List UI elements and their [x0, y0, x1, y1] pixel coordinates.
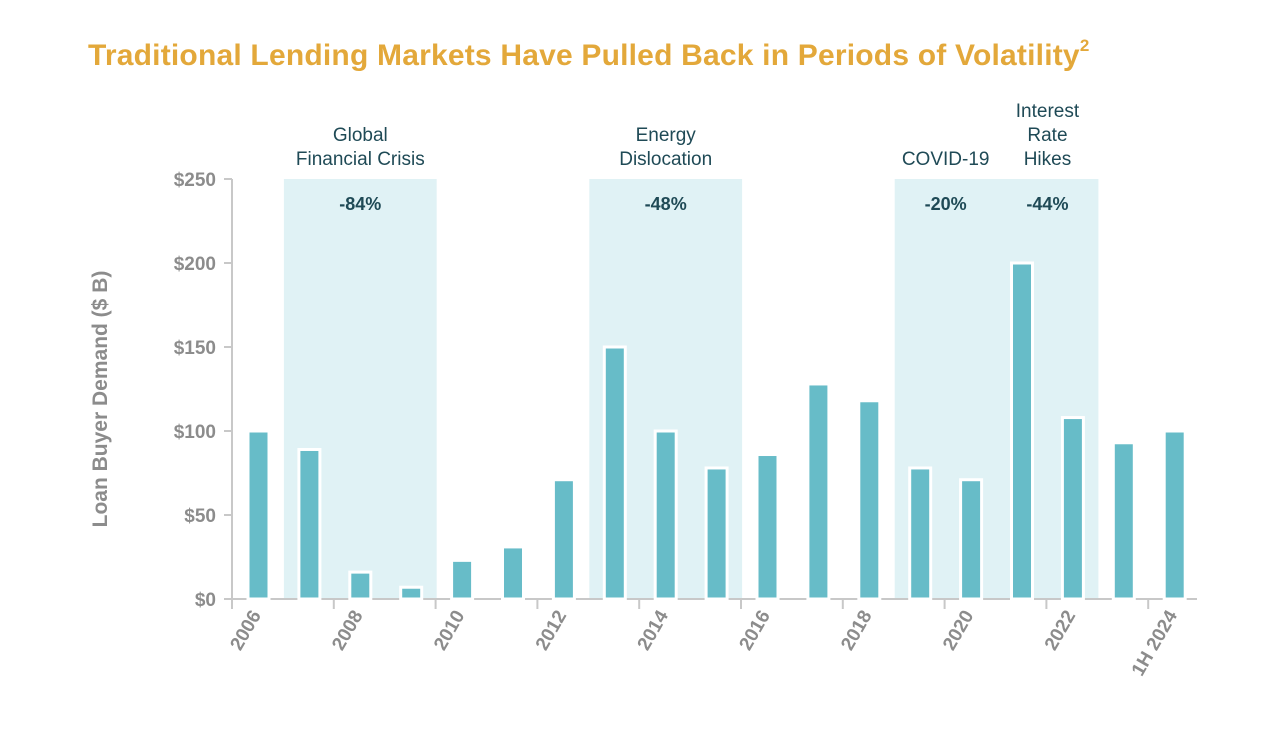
bar-2023: [1111, 441, 1136, 601]
bar-2019: [908, 466, 933, 601]
period-change: -44%: [1026, 194, 1068, 214]
x-tick-label: 2006: [227, 607, 266, 654]
period-label: Financial Crisis: [296, 149, 425, 170]
bar-2009: [399, 585, 424, 601]
period-label: Interest: [1016, 101, 1080, 122]
bar-2020: [959, 478, 984, 601]
bar-2010: [450, 558, 475, 601]
x-tick-label: 2022: [1041, 607, 1080, 654]
period-label: Rate: [1027, 125, 1067, 146]
y-tick-label: $0: [195, 590, 216, 611]
bar-2016: [755, 453, 780, 601]
annotations: Global Financial Crisis -84% Energy Dislocat…: [296, 101, 1080, 214]
period-change: -48%: [645, 194, 687, 214]
bar-1h-2024: [1162, 429, 1187, 601]
x-tick-label: 2016: [736, 607, 775, 654]
bar-2006: [246, 429, 271, 601]
bar-2013: [602, 345, 627, 601]
y-tick-label: $250: [174, 170, 216, 191]
bar-2012: [551, 478, 576, 601]
y-tick-label: $200: [174, 254, 216, 275]
period-label: Hikes: [1024, 149, 1072, 170]
period-label: COVID-19: [902, 149, 990, 170]
x-tick-label: 2010: [430, 607, 469, 654]
bars: [246, 261, 1187, 601]
x-tick-label: 2012: [532, 607, 571, 654]
chart-title: Traditional Lending Markets Have Pulled …: [88, 36, 1089, 73]
bar-2017: [806, 382, 831, 601]
x-tick-label: 2014: [634, 607, 674, 654]
bar-2008: [348, 570, 373, 601]
bar-2018: [857, 399, 882, 601]
chart-title-text: Traditional Lending Markets Have Pulled …: [88, 39, 1080, 72]
title-footnote: 2: [1079, 36, 1090, 55]
y-tick-label: $50: [184, 506, 216, 527]
x-tick-label: 1H 2024: [1128, 607, 1182, 680]
x-tick-label: 2020: [939, 607, 978, 654]
y-tick-label: $100: [174, 422, 216, 443]
bar-2007: [297, 447, 322, 601]
bar-2011: [501, 545, 525, 601]
bar-2022: [1060, 416, 1085, 601]
period-label: Energy: [636, 125, 697, 146]
period-label: Global: [333, 125, 388, 146]
period-change: -84%: [339, 194, 381, 214]
bar-2014: [653, 429, 678, 601]
bar-2015: [704, 466, 729, 601]
period-change: -20%: [925, 194, 967, 214]
y-tick-label: $150: [174, 338, 216, 359]
y-axis-title: Loan Buyer Demand ($ B): [89, 271, 112, 528]
bar-2021: [1010, 261, 1034, 601]
period-label: Dislocation: [619, 149, 712, 170]
x-tick-label: 2008: [328, 607, 367, 654]
x-tick-label: 2018: [837, 607, 876, 654]
